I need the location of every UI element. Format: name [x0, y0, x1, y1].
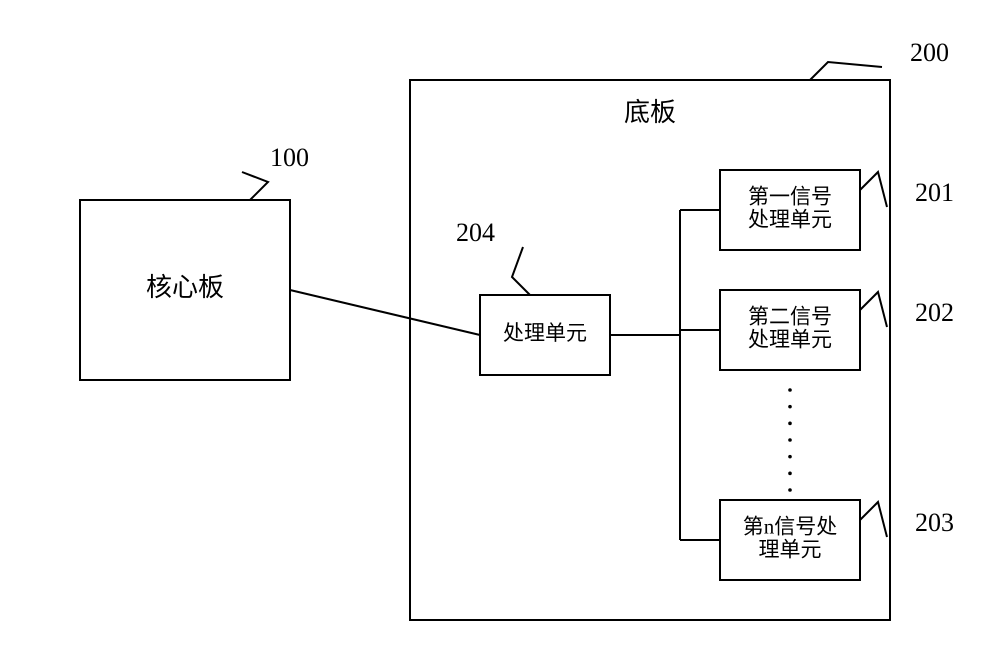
svg-text:理单元: 理单元 — [759, 537, 822, 561]
svg-text:100: 100 — [270, 143, 309, 172]
svg-text:处理单元: 处理单元 — [748, 327, 832, 351]
svg-text:202: 202 — [915, 298, 954, 327]
svg-text:第n信号处: 第n信号处 — [743, 514, 838, 538]
svg-text:处理单元: 处理单元 — [503, 321, 587, 345]
svg-text:204: 204 — [456, 218, 495, 247]
svg-text:第一信号: 第一信号 — [748, 184, 832, 208]
svg-text:203: 203 — [915, 508, 954, 537]
svg-text:201: 201 — [915, 178, 954, 207]
svg-text:核心板: 核心板 — [146, 273, 224, 302]
svg-text:第二信号: 第二信号 — [748, 304, 832, 328]
svg-text:处理单元: 处理单元 — [748, 207, 832, 231]
block-diagram: 核心板底板处理单元第一信号处理单元第二信号处理单元第n信号处理单元1002002… — [0, 0, 1000, 666]
svg-text:底板: 底板 — [624, 98, 676, 127]
svg-text:200: 200 — [910, 38, 949, 67]
